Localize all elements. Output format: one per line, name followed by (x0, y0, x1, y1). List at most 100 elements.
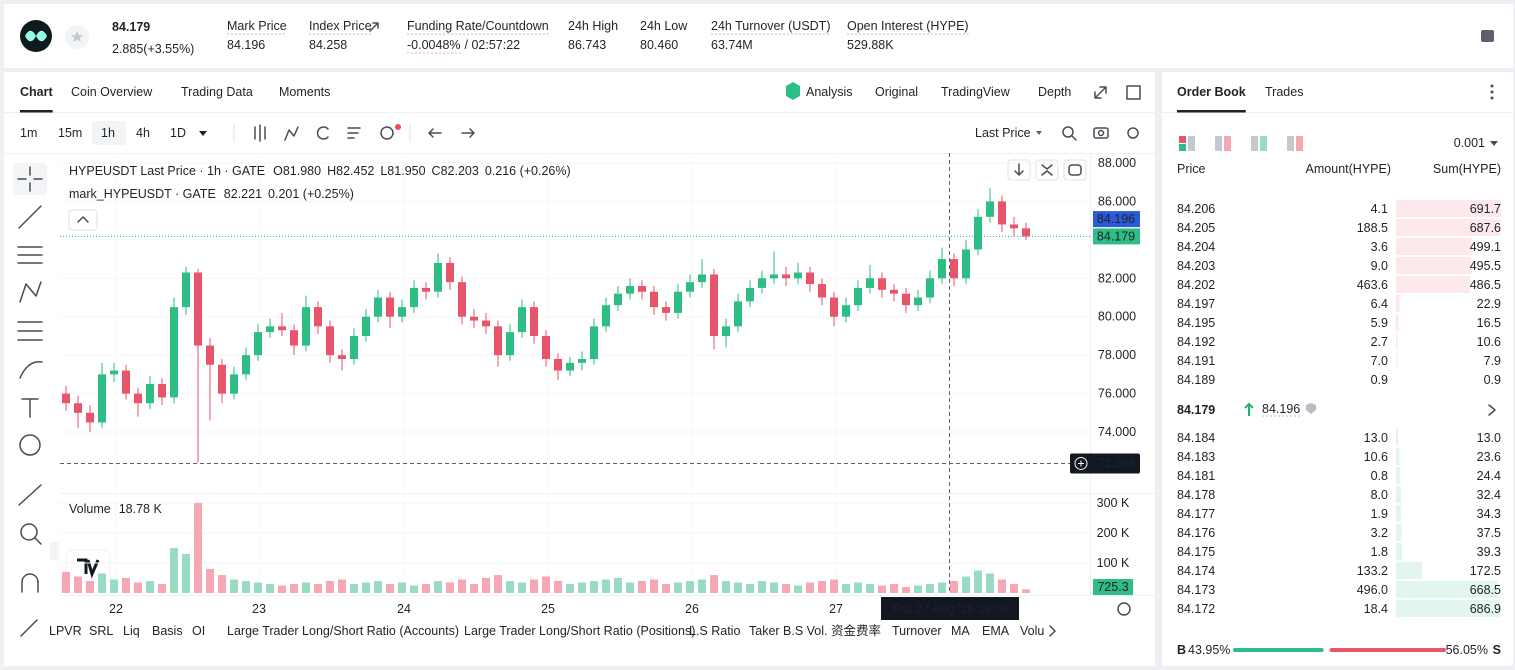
price-type-dropdown[interactable] (1036, 131, 1042, 135)
indicator[interactable]: MA (951, 624, 970, 638)
shield-icon (1306, 403, 1316, 414)
ob-sum: 22.9 (1477, 297, 1501, 311)
ob-more[interactable] (1490, 84, 1494, 100)
crosshair-add[interactable] (1074, 456, 1088, 470)
y-tick-label: 76.000 (1098, 387, 1136, 401)
price-type[interactable]: Last Price (975, 126, 1031, 140)
candle-body (638, 285, 646, 292)
interval[interactable]: 4h (136, 126, 150, 140)
candle-body (278, 326, 286, 331)
volume-tick-label: 200 K (1097, 526, 1130, 540)
candle-body (86, 412, 94, 423)
book-icon[interactable] (1481, 30, 1494, 42)
tick-size[interactable]: 0.001 (1454, 136, 1485, 150)
drawing-tools[interactable] (13, 163, 47, 637)
depth-bar (1396, 219, 1501, 236)
view-tab[interactable]: Original (875, 85, 918, 99)
crosshair-add-plus (1078, 460, 1084, 467)
ob-price: 84.189 (1177, 373, 1215, 387)
indicator[interactable]: EMA (982, 624, 1010, 638)
indicator[interactable]: Taker B.S Vol. (749, 624, 828, 638)
candle-body (182, 272, 190, 308)
ob-price: 84.178 (1177, 488, 1215, 502)
candle-body (554, 359, 562, 371)
ohlc-value: 0.216 (+0.26%) (485, 164, 571, 178)
collapse-legend[interactable] (68, 209, 98, 231)
interval-dropdown[interactable] (199, 131, 207, 136)
ob-tab[interactable]: Order Book (1177, 85, 1246, 99)
ob-sum: 691.7 (1470, 202, 1501, 216)
volume-bar (374, 581, 382, 593)
interval[interactable]: 1h (101, 126, 115, 140)
indicator[interactable]: Turnover (892, 624, 942, 638)
indicator[interactable]: SRL (89, 624, 113, 638)
window-icon[interactable] (1126, 85, 1141, 100)
ob-sum: 39.3 (1477, 545, 1501, 559)
indicator[interactable]: Large Trader Long/Short Ratio (Positions… (464, 624, 695, 638)
tick-size-dropdown[interactable] (1490, 141, 1498, 146)
interval[interactable]: 1D (170, 126, 186, 140)
candle-body (746, 287, 754, 302)
ob-layout-icons[interactable] (1179, 136, 1303, 151)
interval[interactable]: 1m (20, 126, 37, 140)
ob-amount: 2.7 (1371, 335, 1388, 349)
depth-bar (1396, 524, 1402, 541)
indicator[interactable]: Liq (123, 624, 140, 638)
indicator[interactable]: OI (192, 624, 205, 638)
ob-price: 84.191 (1177, 354, 1215, 368)
expand-icon[interactable] (1094, 86, 1107, 99)
chart-corner-buttons[interactable] (1007, 159, 1087, 181)
volume-bar (662, 584, 670, 593)
indicator[interactable]: 资金费率 (831, 623, 881, 638)
tab[interactable]: Coin Overview (71, 85, 153, 99)
volume-bar (266, 584, 274, 593)
candle-body (830, 297, 838, 317)
settings-icon[interactable] (1117, 602, 1131, 616)
tab[interactable]: Moments (279, 85, 330, 99)
volume-bar (614, 578, 622, 593)
candle-body (146, 383, 154, 404)
view-tab[interactable]: Depth (1038, 85, 1071, 99)
candle-body (134, 393, 142, 404)
depth-bar (1396, 505, 1402, 522)
candle-body (374, 297, 382, 317)
indicator[interactable]: Volu (1020, 624, 1044, 638)
indicators-more[interactable] (1049, 625, 1056, 637)
candle-body (794, 272, 802, 279)
mark-legend-name: mark_HYPEUSDT · GATE (69, 187, 216, 201)
depth-bar (1396, 429, 1398, 446)
indicator[interactable]: Basis (152, 624, 183, 638)
side-toggle[interactable] (50, 542, 59, 560)
candle-body (1022, 228, 1030, 237)
ob-sum: 34.3 (1477, 507, 1501, 521)
last-price: 84.179 (112, 20, 150, 34)
ob-amount: 0.9 (1371, 373, 1388, 387)
ob-expand[interactable] (1488, 404, 1496, 416)
view-tab[interactable]: TradingView (941, 85, 1011, 99)
candle-body (542, 335, 550, 360)
indicator[interactable]: L.S Ratio (689, 624, 740, 638)
ob-amount: 188.5 (1357, 221, 1388, 235)
tab[interactable]: Chart (20, 85, 53, 99)
ob-sum: 687.6 (1470, 221, 1501, 235)
volume-bar (326, 581, 334, 593)
candle-body (578, 359, 586, 363)
last-volume-label: 725.3 (1097, 580, 1128, 594)
toolbar-icons[interactable] (254, 124, 1139, 142)
candle-body (902, 293, 910, 306)
tab[interactable]: Trading Data (181, 85, 253, 99)
indicator[interactable]: Large Trader Long/Short Ratio (Accounts) (227, 624, 459, 638)
interval[interactable]: 15m (58, 126, 82, 140)
indicator[interactable]: LPVR (49, 624, 82, 638)
ob-tab[interactable]: Trades (1265, 85, 1303, 99)
ohlc-value: O81.980 (273, 164, 321, 178)
candle-body (386, 297, 394, 317)
view-tab[interactable]: Analysis (806, 85, 853, 99)
volume-bar (518, 582, 526, 593)
candle-body (710, 274, 718, 336)
candle-body (674, 291, 682, 313)
header-panel (4, 4, 1513, 68)
volume-bar (338, 579, 346, 593)
stat-value: 86.743 (568, 38, 606, 52)
